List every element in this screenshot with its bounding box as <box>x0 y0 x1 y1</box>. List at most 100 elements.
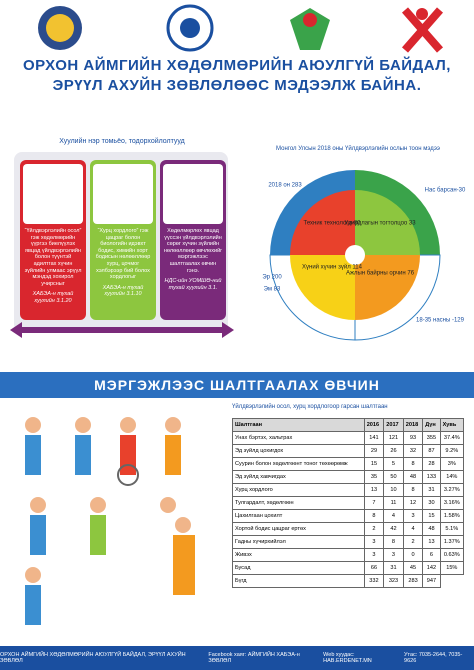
logos <box>38 4 444 53</box>
header-row: Шалтгаан 2016 2017 2018 Дүн Хувь <box>232 418 465 432</box>
table-cell: 3 <box>363 548 385 562</box>
table-cell: 8 <box>363 509 385 523</box>
header-cell: Хувь <box>439 418 465 432</box>
table-cell: 1.37% <box>439 535 465 549</box>
table-cell: 6 <box>422 548 441 562</box>
table-cell: 3 <box>363 535 385 549</box>
section-title: МЭРГЭЖЛЭЭС ШАЛТГААЛАХ ӨВЧИН <box>0 372 474 398</box>
table-cell: 15 <box>422 509 441 523</box>
header-cell: 2017 <box>383 418 404 432</box>
table-row: Гадны хүчирхийлэл 3 8 2 13 1.37% <box>232 535 465 549</box>
table-cell: 15% <box>439 561 465 575</box>
table-cell: 3 <box>402 509 424 523</box>
stat-label: Удирдлагын тогтолцоо 33 <box>344 221 416 227</box>
table-cell: 9.2% <box>439 444 465 458</box>
card-source: НДС-ийн УОМШӨ-ний тухай хуулийн 3.1. <box>164 278 222 291</box>
table-cell: 12 <box>402 496 424 510</box>
card-icon <box>93 164 153 224</box>
table-cell: Унах бэртэх, хальтрах <box>232 431 365 445</box>
table-row: Живэх 3 3 0 6 0.63% <box>232 548 465 562</box>
table-cell: 5.1% <box>439 522 465 536</box>
table-cell: 48 <box>402 470 424 484</box>
table-cell: 5 <box>383 457 404 471</box>
table-cell: 42 <box>383 522 404 536</box>
card-source: ХАБЭА-н тухай хуулийн 3.1.20 <box>32 291 74 304</box>
stats-heading: Монгол Улсын 2018 оны Үйлдвэрлэлийн ослы… <box>276 146 440 152</box>
stat-label: 18-35 насны -129 <box>416 318 465 324</box>
table-row: Хурц хордлого 13 10 8 31 3.27% <box>232 483 465 497</box>
table-cell: 355 <box>422 431 441 445</box>
table-cell: Бусад <box>232 561 365 575</box>
table-cell: Живэх <box>232 548 365 562</box>
header-cell: 2018 <box>402 418 424 432</box>
table-cell: 30 <box>422 496 441 510</box>
footer-web: Web хуудас: HAB.ERDENET.MN <box>323 652 372 664</box>
table-cell: 121 <box>383 431 404 445</box>
header-cell: Шалтгаан <box>232 418 365 432</box>
card-text: Хөдөлмөрлөх явцад үүссэн үйлдвэрлэлийн с… <box>163 228 223 274</box>
table-cell: 8 <box>402 457 424 471</box>
footer: ОРХОН АЙМГИЙН ХӨДӨЛМӨРИЙН АЮУЛГҮЙ БАЙДАЛ… <box>0 646 474 670</box>
table-cell: 26 <box>383 444 404 458</box>
table-cell: 332 <box>363 574 385 588</box>
footer-phone: Утас: 7035-2644, 7035-9626 <box>404 652 463 664</box>
table-cell: Бүгд <box>232 574 365 588</box>
stat-label: Эр 200 <box>262 275 282 281</box>
definition-card: Хөдөлмөрлөх явцад үүссэн үйлдвэрлэлийн с… <box>160 160 226 320</box>
table-row: Унах бэртэх, хальтрах 141 121 93 355 37.4% <box>232 431 465 445</box>
title: ОРХОН АЙМГИЙН ХӨДӨЛМӨРИЙН АЮУЛГҮЙ БАЙДАЛ… <box>23 57 451 94</box>
table-cell: 3% <box>439 457 465 471</box>
stats-diagram: 2018 он 283 Нас барсан-30 Техник технологи… <box>262 170 466 341</box>
table-row: Бүгд 332 323 283 947 <box>232 574 464 588</box>
table-cell: 31 <box>422 483 441 497</box>
table-cell: 8 <box>402 483 424 497</box>
table-cell: 15 <box>363 457 385 471</box>
table-cell: 4 <box>383 509 404 523</box>
card-source: ХАБЭА-н тухай хуулийн 3.1.10 <box>102 284 144 298</box>
table-cell: 29 <box>363 444 385 458</box>
table-cell: 2 <box>402 535 424 549</box>
table-title: Үйлдвэрлэлийн осол, хурц хордлогоор гарс… <box>232 404 388 410</box>
table-row: Эд зүйлд цохигдох 29 26 32 87 9.2% <box>232 444 465 458</box>
arrow <box>10 322 234 338</box>
table-cell: Хурц хордлого <box>232 483 365 497</box>
table-cell: 142 <box>422 561 441 575</box>
table-cell: 283 <box>402 574 424 588</box>
table-cell: 11 <box>383 496 404 510</box>
footer-facebook: Facebook хаяг: АЙМГИЙН ХАБЭА-н ЗӨВЛӨЛ <box>208 652 300 664</box>
table-cell: 48 <box>422 522 441 536</box>
header-cell: Дүн <box>422 418 441 432</box>
table-row: Цахилгаан цохилт 8 4 3 15 1.58% <box>232 509 465 523</box>
table-cell: 8 <box>383 535 404 549</box>
table-row: Хортой бодис цацраг ертөх 2 42 4 48 5.1% <box>232 522 465 536</box>
table-cell: 3.16% <box>439 496 465 510</box>
table-cell: 13 <box>363 483 385 497</box>
table-row: Суурин болон хөдөлгөөнт тоног төхөөрөмж 1… <box>232 457 465 471</box>
card-icon <box>23 164 83 224</box>
table-cell: 1.58% <box>439 509 465 523</box>
table-cell: 37.4% <box>439 431 465 445</box>
table-cell: 66 <box>363 561 385 575</box>
definition-card: “Үйлдвэрлэлийн осол” гэж хөдөлмөрийн үүр… <box>20 160 86 320</box>
table-cell: 45 <box>402 561 424 575</box>
table-cell: 50 <box>383 470 404 484</box>
table-cell: 93 <box>402 431 424 445</box>
table-cell: 87 <box>422 444 441 458</box>
table-cell: 947 <box>422 574 441 588</box>
table-cell: 133 <box>422 470 441 484</box>
definition-card: “Хурц хордлого” гэж цацраг болон биологи… <box>90 160 156 320</box>
people-illustration <box>25 417 195 625</box>
table-cell: Гадны хүчирхийлэл <box>232 535 365 549</box>
stat-label: Эм 83 <box>264 287 281 293</box>
cause-table: Шалтгаан 2016 2017 2018 Дүн Хувь Унах бэртэх, … <box>232 418 465 588</box>
table-cell: Эд зүйлд цохигдох <box>232 444 365 458</box>
table-cell: Хортой бодис цацраг ертөх <box>232 522 365 536</box>
stat-label: Нас барсан-30 <box>425 188 466 194</box>
header-cell: 2016 <box>363 418 385 432</box>
table-cell: 2 <box>363 522 385 536</box>
table-cell: 4 <box>402 522 424 536</box>
table-cell: 31 <box>383 561 404 575</box>
stat-label: 2018 он 283 <box>268 183 302 189</box>
table-cell: 13 <box>422 535 441 549</box>
